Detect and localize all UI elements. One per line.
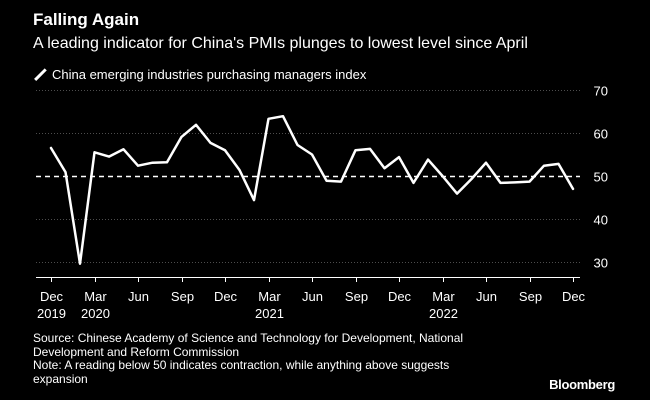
y-tick-label: 50 bbox=[594, 170, 608, 185]
data-point bbox=[500, 182, 502, 184]
data-point bbox=[427, 159, 429, 161]
data-point bbox=[442, 175, 444, 177]
bloomberg-logo: Bloomberg bbox=[549, 377, 615, 392]
x-tick-label: Sep bbox=[171, 289, 194, 304]
source-note: Source: Chinese Academy of Science and T… bbox=[33, 331, 633, 386]
data-point bbox=[471, 178, 473, 180]
data-point bbox=[50, 147, 52, 149]
data-point bbox=[123, 148, 125, 150]
y-tick-label: 30 bbox=[594, 256, 608, 271]
data-point bbox=[94, 151, 96, 153]
data-point bbox=[340, 181, 342, 183]
source-line: Source: Chinese Academy of Science and T… bbox=[33, 331, 464, 345]
data-point bbox=[485, 162, 487, 164]
source-line: Development and Reform Commission bbox=[33, 344, 240, 359]
x-tick-year-label: 2019 bbox=[37, 306, 66, 321]
data-point bbox=[239, 169, 241, 171]
data-point bbox=[224, 149, 226, 151]
data-point bbox=[529, 181, 531, 183]
x-tick-label: Dec bbox=[40, 289, 64, 304]
x-tick-label: Sep bbox=[345, 289, 368, 304]
data-point bbox=[137, 165, 139, 167]
x-tick-label: Sep bbox=[519, 289, 542, 304]
y-tick-label: 40 bbox=[594, 213, 608, 228]
x-tick-year-label: 2022 bbox=[429, 306, 458, 321]
x-tick-label: Jun bbox=[476, 289, 497, 304]
x-tick-label: Jun bbox=[302, 289, 323, 304]
data-point bbox=[384, 167, 386, 169]
x-tick-label: Mar bbox=[84, 289, 107, 304]
data-point bbox=[297, 144, 299, 146]
data-point bbox=[543, 165, 545, 167]
legend-label: China emerging industries purchasing man… bbox=[52, 67, 367, 82]
data-point bbox=[195, 124, 197, 126]
chart-title: Falling Again bbox=[33, 10, 140, 29]
data-point bbox=[152, 162, 154, 164]
data-point bbox=[268, 118, 270, 120]
series-line bbox=[49, 114, 575, 265]
data-point bbox=[413, 182, 415, 184]
x-tick-label: Dec bbox=[214, 289, 238, 304]
data-point bbox=[572, 188, 574, 190]
data-point bbox=[326, 180, 328, 182]
x-tick-label: Mar bbox=[432, 289, 455, 304]
data-point bbox=[79, 263, 81, 265]
data-point bbox=[456, 193, 458, 195]
data-point bbox=[369, 148, 371, 150]
y-tick-label: 60 bbox=[594, 127, 608, 142]
data-point bbox=[282, 115, 284, 117]
x-tick-year-label: 2020 bbox=[81, 306, 110, 321]
chart-subtitle: A leading indicator for China's PMIs plu… bbox=[33, 35, 528, 52]
data-point bbox=[181, 136, 183, 138]
x-tick-year-label: 2021 bbox=[255, 306, 284, 321]
data-point bbox=[355, 149, 357, 151]
data-point bbox=[166, 161, 168, 163]
data-point bbox=[558, 163, 560, 165]
data-point bbox=[311, 154, 313, 156]
x-tick-label: Mar bbox=[258, 289, 281, 304]
data-point bbox=[398, 156, 400, 158]
x-tick-label: Dec bbox=[388, 289, 412, 304]
x-tick-label: Jun bbox=[128, 289, 149, 304]
legend: China emerging industries purchasing man… bbox=[33, 67, 366, 82]
data-point bbox=[65, 171, 67, 173]
note-line: expansion bbox=[33, 371, 88, 386]
y-tick-label: 70 bbox=[594, 84, 608, 99]
data-point bbox=[108, 156, 110, 158]
data-point bbox=[514, 181, 516, 183]
x-tick-label: Dec bbox=[562, 289, 586, 304]
data-point bbox=[253, 199, 255, 201]
data-point bbox=[210, 142, 212, 144]
note-line: Note: A reading below 50 indicates contr… bbox=[33, 358, 450, 372]
